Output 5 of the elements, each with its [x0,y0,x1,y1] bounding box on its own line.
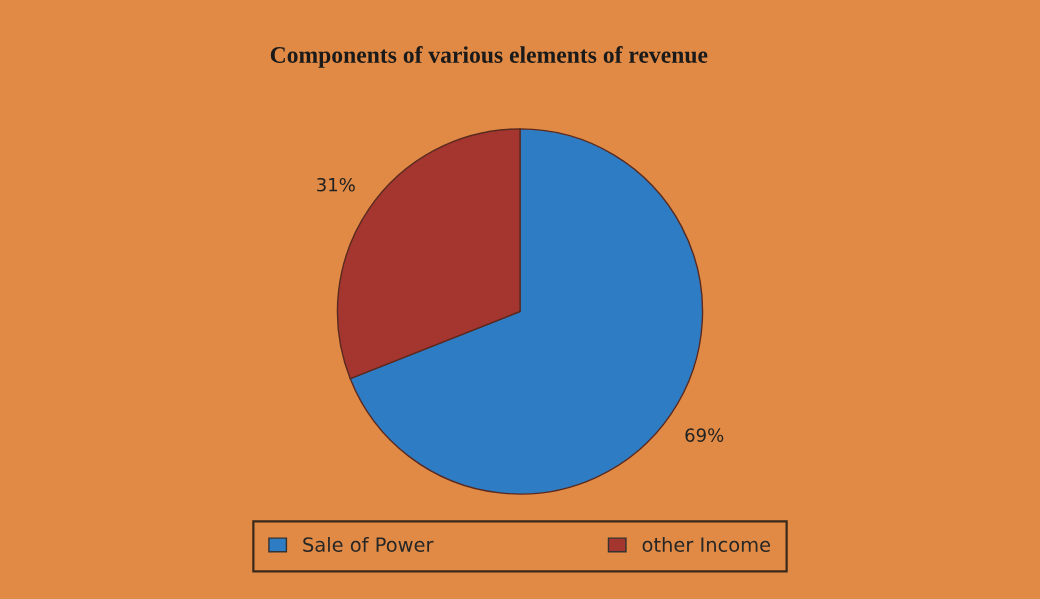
data-label: 31% [317,177,355,192]
legend-label: Sale of Power [303,536,434,552]
chart-title: Components of various elements of revenue [270,46,708,68]
data-label: 69% [685,428,724,442]
legend-label: other Income [642,536,771,552]
